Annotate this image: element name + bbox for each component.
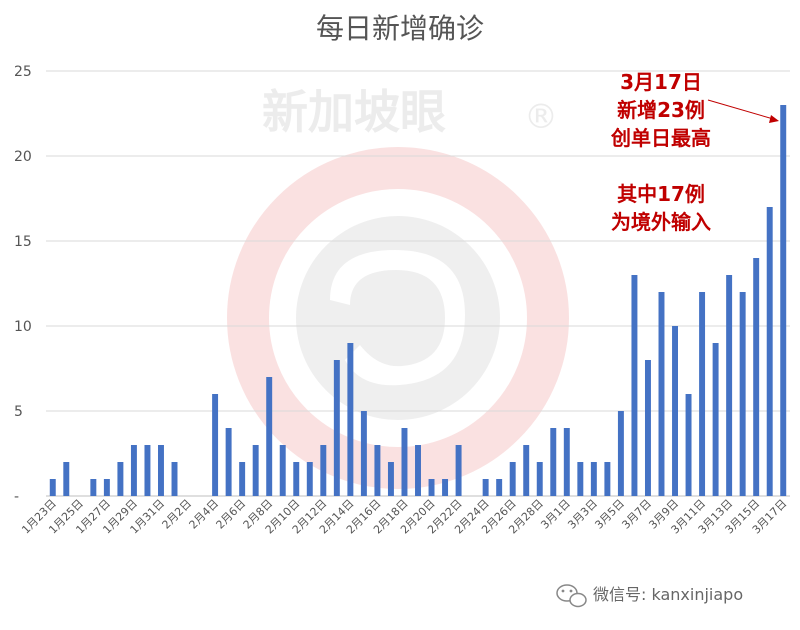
bar [780, 105, 787, 496]
bar [212, 394, 219, 496]
bar [144, 445, 151, 496]
x-tick-label: 3月5日 [592, 497, 627, 532]
annotation-text: 3月17日 [620, 70, 702, 94]
y-tick-label: 10 [14, 319, 32, 335]
bar [509, 462, 516, 496]
bar [577, 462, 584, 496]
annotation-arrow [707, 99, 774, 120]
watermark-text: 新加坡眼 [262, 85, 446, 139]
bar [753, 258, 760, 496]
bar [455, 445, 462, 496]
bar [712, 343, 719, 496]
bar [644, 360, 651, 496]
y-tick-label: 15 [14, 234, 32, 250]
wechat-icon [556, 584, 587, 608]
bar [631, 275, 638, 496]
y-tick-label: - [14, 489, 19, 505]
bar [550, 428, 557, 496]
bar [604, 462, 611, 496]
y-tick-label: 20 [14, 149, 32, 165]
x-tick-label: 3月3日 [565, 497, 600, 532]
bar [63, 462, 70, 496]
credit: 微信号: kanxinjiapo [556, 584, 743, 608]
bars [49, 105, 787, 496]
watermark: 新加坡眼 ® [227, 85, 569, 489]
bar [158, 445, 164, 496]
bar [415, 445, 421, 496]
bar [252, 445, 259, 496]
bar [374, 445, 381, 496]
bar [387, 462, 394, 496]
bar [658, 292, 665, 496]
bar [103, 479, 110, 496]
watermark-registered-mark: ® [524, 97, 558, 137]
x-axis: 1月23日1月25日1月27日1月29日1月31日2月2日2月4日2月6日2月8… [19, 497, 789, 537]
bar [320, 445, 327, 496]
bar [590, 462, 597, 496]
bar [428, 479, 435, 496]
bar [306, 462, 313, 496]
bar [293, 462, 300, 496]
credit-text: 微信号: kanxinjiapo [593, 585, 743, 604]
x-tick-label: 3月1日 [538, 497, 573, 532]
annotation-text: 创单日最高 [610, 126, 711, 150]
bar [401, 428, 408, 496]
bar [360, 411, 367, 496]
bar [726, 275, 733, 496]
annotation-text: 新增23例 [617, 98, 705, 122]
watermark-ring [227, 147, 569, 489]
annotation-arrowhead [769, 115, 779, 123]
bar [347, 343, 354, 496]
x-tick-label: 2月6日 [214, 497, 249, 532]
annotation-text: 为境外输入 [611, 210, 711, 234]
bar [333, 360, 340, 496]
bar [171, 462, 178, 496]
chart-title: 每日新增确诊 [316, 12, 484, 45]
bar [685, 394, 692, 496]
bar [90, 479, 97, 496]
y-tick-label: 25 [14, 64, 32, 80]
bar [766, 207, 773, 496]
watermark-inner-circle [296, 216, 500, 420]
bar [482, 479, 489, 496]
y-tick-label: 5 [14, 404, 23, 420]
y-axis: - 5 10 15 20 25 [14, 64, 32, 505]
bar [739, 292, 746, 496]
bar [699, 292, 706, 496]
bar [536, 462, 543, 496]
bar [496, 479, 503, 496]
bar [117, 462, 124, 496]
bar [49, 479, 56, 496]
bar [130, 445, 137, 496]
x-tick-label: 2月2日 [160, 497, 195, 532]
x-tick-label: 3月7日 [619, 497, 654, 532]
bar [279, 445, 286, 496]
bar [617, 411, 624, 496]
bar [672, 326, 678, 496]
annotation-text: 其中17例 [617, 182, 705, 206]
bar [225, 428, 232, 496]
bar [239, 462, 246, 496]
bar [266, 377, 273, 496]
bar [563, 428, 570, 496]
bar [442, 479, 449, 496]
watermark-face-icon [330, 250, 465, 386]
bar [523, 445, 530, 496]
x-tick-label: 2月4日 [187, 497, 222, 532]
